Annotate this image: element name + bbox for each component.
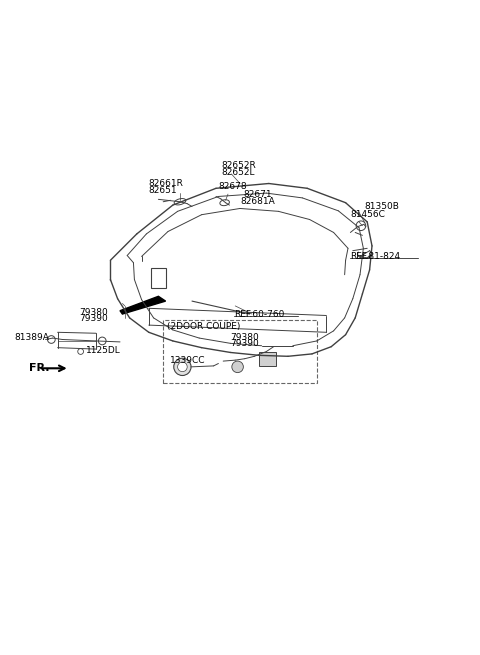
Text: 82661R: 82661R (149, 179, 184, 188)
Text: REF.81-824: REF.81-824 (350, 252, 400, 261)
Polygon shape (120, 296, 166, 314)
Text: 82681A: 82681A (240, 197, 275, 206)
Text: 82671: 82671 (244, 189, 273, 198)
Text: 82678: 82678 (218, 182, 247, 191)
Circle shape (78, 348, 84, 354)
Bar (151, 269, 166, 288)
Text: 81350B: 81350B (365, 202, 400, 210)
Circle shape (174, 358, 191, 375)
Circle shape (48, 335, 55, 343)
Text: 79390: 79390 (230, 339, 259, 348)
Circle shape (356, 221, 366, 231)
Text: 79380: 79380 (79, 308, 108, 316)
FancyBboxPatch shape (163, 320, 317, 383)
Bar (259, 352, 276, 366)
Circle shape (232, 361, 243, 373)
Text: 79380: 79380 (230, 333, 259, 342)
Text: 81389A: 81389A (14, 333, 49, 342)
Text: 82652R: 82652R (222, 160, 256, 170)
Text: (2DOOR COUPE): (2DOOR COUPE) (167, 322, 240, 331)
Circle shape (178, 362, 187, 371)
Text: FR.: FR. (29, 364, 49, 373)
Text: 82651: 82651 (149, 186, 178, 195)
Text: 1125DL: 1125DL (86, 346, 121, 355)
Circle shape (98, 337, 106, 345)
Text: 1339CC: 1339CC (170, 356, 206, 365)
Text: 79390: 79390 (79, 314, 108, 324)
Text: REF.60-760: REF.60-760 (234, 310, 285, 318)
Text: 81456C: 81456C (350, 210, 385, 219)
Text: 82652L: 82652L (222, 168, 255, 177)
